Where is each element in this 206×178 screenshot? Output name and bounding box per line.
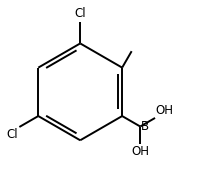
Text: Cl: Cl — [7, 128, 18, 141]
Text: OH: OH — [156, 104, 174, 117]
Text: B: B — [141, 120, 149, 133]
Text: OH: OH — [131, 145, 149, 158]
Text: Cl: Cl — [74, 7, 86, 20]
